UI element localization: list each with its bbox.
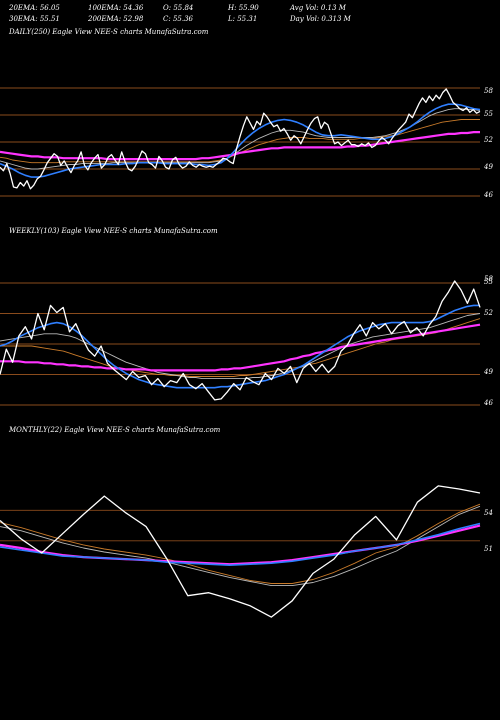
series-ema-mid1-line: [0, 108, 481, 170]
series-price-line: [0, 280, 481, 401]
monthly-chart-title: MONTHLY(22) Eagle View NEE-S charts Muna…: [9, 426, 221, 434]
series-price-line: [0, 485, 481, 618]
y-tick-label: 46: [483, 399, 493, 407]
stat-high: H: 55.90: [228, 4, 259, 12]
y-tick-label: 55: [484, 110, 493, 118]
daily-chart-title: DAILY(250) Eagle View NEE-S charts Munaf…: [9, 28, 209, 36]
y-tick-label: 52: [484, 309, 493, 317]
y-tick-label: 54: [484, 509, 493, 517]
series-ema-fast-line: [0, 522, 481, 567]
weekly-chart-title: WEEKLY(103) Eagle View NEE-S charts Muna…: [9, 227, 218, 235]
stat-avg-vol: Avg Vol: 0.13 M: [290, 4, 346, 12]
stat-day-vol: Day Vol: 0.313 M: [290, 15, 351, 23]
stat-close: C: 55.36: [163, 15, 193, 23]
y-tick-label: 52: [484, 136, 493, 144]
series-ema-mid1-line: [0, 505, 481, 587]
y-tick-label: 51: [484, 545, 493, 553]
series-ema-slow-line: [0, 131, 480, 161]
series-ema-fast-line: [0, 103, 481, 178]
stat-ema200: 200EMA: 52.98: [88, 15, 144, 23]
y-tick-label: 46: [483, 191, 493, 199]
series-ema-mid1-line: [0, 313, 481, 380]
series-price-line: [0, 88, 481, 190]
y-tick-label: 49: [483, 368, 493, 376]
y-tick-label: 55: [484, 278, 493, 286]
series-ema-slow-line: [0, 323, 481, 372]
y-tick-label: 58: [484, 87, 493, 95]
stat-ema20: 20EMA: 56.05: [9, 4, 60, 12]
y-tick-label: 58: [484, 275, 493, 283]
stat-ema100: 100EMA: 54.36: [88, 4, 144, 12]
stat-open: O: 55.84: [163, 4, 194, 12]
stat-ema30: 30EMA: 55.51: [9, 15, 60, 23]
stat-low: L: 55.31: [228, 15, 258, 23]
series-ema-mid2-line: [0, 119, 480, 164]
y-tick-label: 49: [483, 163, 493, 171]
